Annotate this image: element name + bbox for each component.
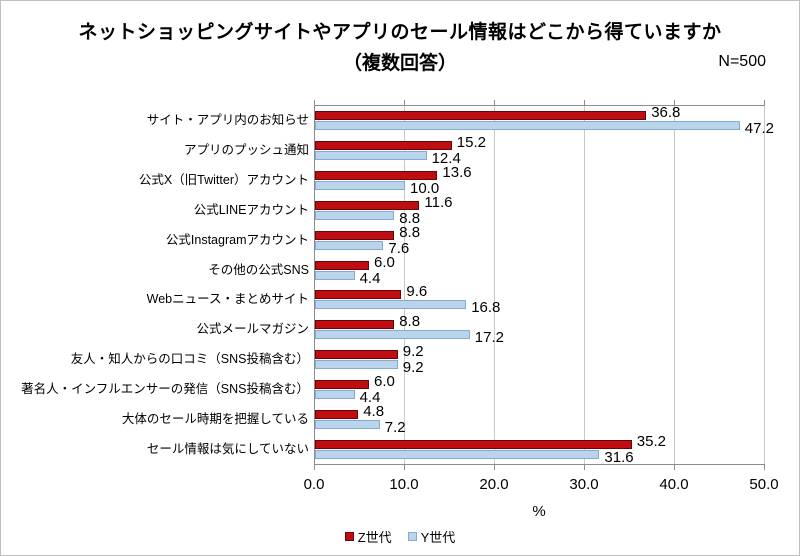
bar-s1-r9 xyxy=(315,390,355,400)
bar-s1-r5 xyxy=(315,270,355,280)
sample-size: N=500 xyxy=(718,53,766,70)
x-tick-mark-bottom-50 xyxy=(764,465,765,470)
legend-label-1: Y世代 xyxy=(420,530,456,545)
x-tick-label-10: 10.0 xyxy=(389,476,419,493)
x-tick-mark-bottom-10 xyxy=(404,465,405,470)
legend-label-0: Z世代 xyxy=(357,530,392,545)
category-label-r2: 公式X（旧Twitter）アカウント xyxy=(138,172,309,187)
legend-item-1: Y世代 xyxy=(407,527,456,546)
bar-s0-r5 xyxy=(315,260,369,270)
plot-top-border xyxy=(314,105,765,106)
category-label-r1: アプリのプッシュ通知 xyxy=(183,142,309,157)
value-label-s0-r0: 36.8 xyxy=(651,103,681,121)
value-label-s0-r3: 11.6 xyxy=(424,193,453,211)
category-label-r11: セール情報は気にしていない xyxy=(146,442,309,457)
value-label-s1-r11: 31.6 xyxy=(604,449,634,467)
value-label-s0-r6: 9.6 xyxy=(406,283,428,301)
value-label-s1-r10: 7.2 xyxy=(384,419,406,437)
chart-subtitle: （複数回答） xyxy=(342,53,457,74)
y-axis-line xyxy=(314,105,315,465)
category-label-r10: 大体のセール時期を把握している xyxy=(121,412,309,427)
x-tick-mark-top-0 xyxy=(314,100,315,105)
value-label-s0-r2: 13.6 xyxy=(442,163,472,181)
x-tick-mark-bottom-40 xyxy=(674,465,675,470)
value-label-s0-r10: 4.8 xyxy=(363,403,385,421)
category-label-r9: 著名人・インフルエンサーの発信（SNS投稿含む） xyxy=(21,382,309,397)
category-label-r4: 公式Instagramアカウント xyxy=(165,232,309,247)
legend: Z世代 Y世代 xyxy=(1,527,799,546)
value-label-s0-r1: 15.2 xyxy=(456,133,486,151)
x-tick-mark-bottom-30 xyxy=(584,465,585,470)
bar-s1-r4 xyxy=(315,240,383,250)
gridline-40 xyxy=(674,105,675,464)
value-label-s0-r9: 6.0 xyxy=(374,373,395,391)
category-label-r3: 公式LINEアカウント xyxy=(193,202,309,217)
bar-s1-r3 xyxy=(315,210,394,220)
x-tick-mark-top-30 xyxy=(584,100,585,105)
value-label-s1-r0: 47.2 xyxy=(744,119,774,137)
x-tick-mark-top-40 xyxy=(674,100,675,105)
value-label-s0-r5: 6.0 xyxy=(374,253,395,271)
bar-s0-r3 xyxy=(315,200,419,210)
chart-title: ネットショッピングサイトやアプリのセール情報はどこから得ていますか xyxy=(78,22,722,43)
bar-s0-r2 xyxy=(315,170,437,180)
x-tick-label-20: 20.0 xyxy=(479,476,509,493)
bar-s0-r9 xyxy=(315,380,369,390)
value-label-s0-r11: 35.2 xyxy=(636,433,666,451)
x-tick-mark-bottom-20 xyxy=(494,465,495,470)
category-label-r6: Webニュース・まとめサイト xyxy=(146,292,309,307)
x-tick-label-40: 40.0 xyxy=(659,476,689,493)
x-tick-label-30: 30.0 xyxy=(569,476,599,493)
bar-s1-r0 xyxy=(315,120,740,130)
value-label-s1-r8: 9.2 xyxy=(402,359,424,377)
bar-s0-r0 xyxy=(315,110,646,120)
x-tick-mark-bottom-0 xyxy=(314,465,315,470)
value-label-s1-r3: 8.8 xyxy=(399,209,421,227)
bar-s1-r6 xyxy=(315,300,466,310)
gridline-30 xyxy=(584,105,585,464)
legend-item-0: Z世代 xyxy=(344,527,392,546)
value-label-s1-r5: 4.4 xyxy=(359,269,381,287)
bar-s1-r7 xyxy=(315,330,470,340)
bar-s0-r4 xyxy=(315,230,394,240)
bar-s1-r10 xyxy=(315,420,380,430)
value-label-s1-r2: 10.0 xyxy=(410,179,440,197)
category-label-r8: 友人・知人からの口コミ（SNS投稿含む） xyxy=(70,352,309,367)
bar-s0-r8 xyxy=(315,350,398,360)
x-tick-label-0: 0.0 xyxy=(303,476,325,493)
bar-s1-r11 xyxy=(315,450,599,460)
bar-s1-r1 xyxy=(315,150,427,160)
x-tick-mark-top-50 xyxy=(764,100,765,105)
value-label-s1-r7: 17.2 xyxy=(474,329,504,347)
gridline-10 xyxy=(404,105,405,464)
value-label-s1-r4: 7.6 xyxy=(388,239,410,257)
value-label-s0-r7: 8.8 xyxy=(399,313,421,331)
value-label-s0-r8: 9.2 xyxy=(402,343,424,361)
bar-s0-r1 xyxy=(315,140,452,150)
plot-bottom-border xyxy=(314,464,765,465)
bar-s0-r7 xyxy=(315,320,394,330)
bar-s1-r8 xyxy=(315,360,398,370)
value-label-s1-r9: 4.4 xyxy=(359,389,381,407)
bar-s0-r10 xyxy=(315,410,358,420)
gridline-20 xyxy=(494,105,495,464)
legend-swatch-icon-0 xyxy=(344,532,354,541)
category-label-r7: 公式メールマガジン xyxy=(196,322,309,337)
x-axis-label: % xyxy=(532,503,546,520)
value-label-s1-r1: 12.4 xyxy=(431,149,461,167)
x-tick-mark-top-20 xyxy=(494,100,495,105)
x-tick-label-50: 50.0 xyxy=(749,476,779,493)
bar-s0-r11 xyxy=(315,440,632,450)
category-label-r5: その他の公式SNS xyxy=(208,262,309,277)
category-label-r0: サイト・アプリ内のお知らせ xyxy=(146,112,309,127)
legend-swatch-icon-1 xyxy=(407,532,417,541)
x-tick-mark-top-10 xyxy=(404,100,405,105)
gridline-50 xyxy=(764,105,765,464)
bar-s0-r6 xyxy=(315,290,401,300)
value-label-s0-r4: 8.8 xyxy=(399,223,421,241)
bar-s1-r2 xyxy=(315,180,405,190)
value-label-s1-r6: 16.8 xyxy=(471,299,501,317)
